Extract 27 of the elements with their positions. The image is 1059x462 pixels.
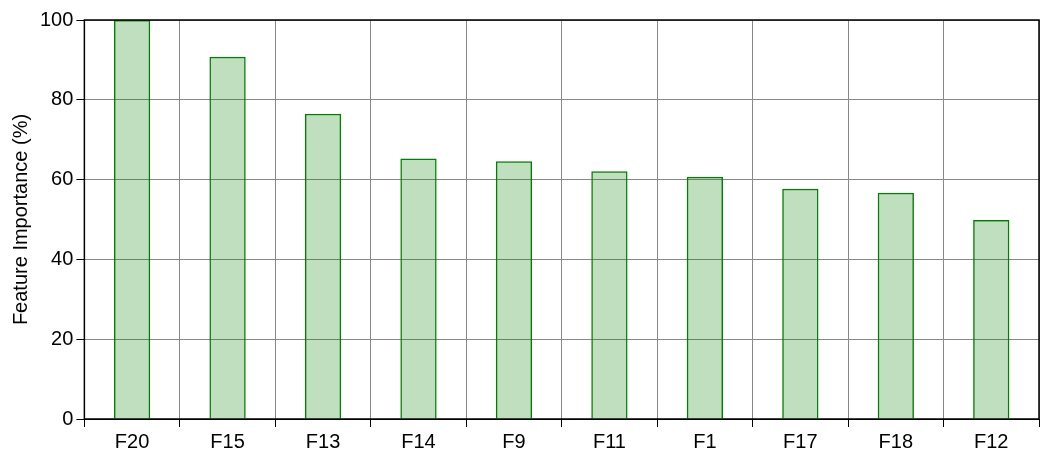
x-tick-label: F17 (783, 429, 818, 452)
y-tick-label: 0 (62, 406, 74, 429)
x-tick-label: F1 (693, 429, 717, 452)
x-tick-label: F15 (210, 429, 245, 452)
bar (877, 192, 914, 419)
bar (782, 188, 819, 419)
bar (591, 171, 628, 419)
bar (113, 20, 151, 419)
x-tick-label: F14 (401, 429, 436, 452)
bar (209, 56, 246, 419)
x-tick-label: F9 (502, 429, 526, 452)
y-tick-label: 100 (39, 7, 74, 30)
x-tick-label: F20 (114, 429, 150, 452)
y-axis-title: Feature Importance (%) (8, 113, 31, 326)
bar (304, 113, 342, 419)
x-tick-label: F12 (974, 429, 1009, 452)
bar (686, 176, 724, 419)
y-tick-label: 40 (51, 246, 74, 269)
bar (973, 219, 1010, 419)
x-tick-label: F18 (878, 429, 914, 452)
bar (401, 159, 436, 419)
y-tick-label: 80 (51, 87, 74, 110)
x-tick-label: F11 (592, 429, 626, 452)
bar (495, 161, 533, 419)
y-tick-label: 60 (51, 167, 74, 190)
x-tick-label: F13 (305, 429, 341, 452)
y-tick-label: 20 (51, 326, 74, 349)
